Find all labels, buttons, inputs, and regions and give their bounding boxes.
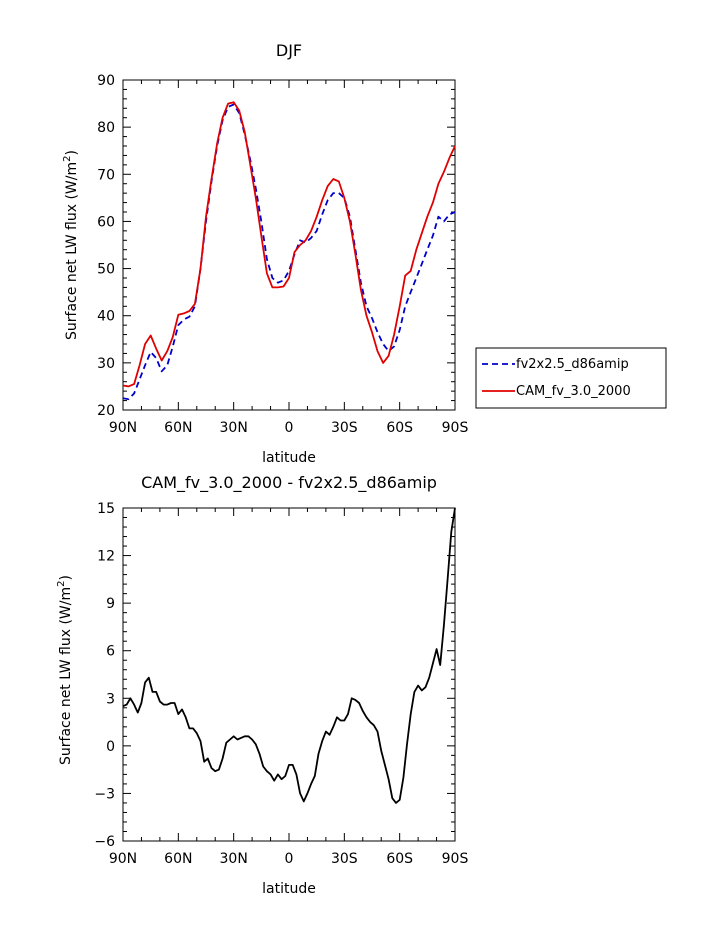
top-y-tick-label: 60 (97, 214, 115, 230)
bottom-y-tick-label: −3 (94, 786, 115, 802)
legend-box (475, 347, 667, 409)
top-series-line-1 (122, 103, 456, 401)
top-series-group (122, 101, 456, 401)
top-y-tick-label: 40 (97, 309, 115, 325)
top-y-axis-title: Surface net LW flux (W/m2) (62, 150, 80, 340)
bottom-y-tick-label: 9 (106, 596, 115, 612)
top-y-tick-label: 20 (97, 403, 115, 419)
bottom-chart-title: CAM_fv_3.0_2000 - fv2x2.5_d86amip (141, 473, 437, 493)
top-x-tick-label: 0 (285, 420, 294, 436)
top-x-tick-label: 90S (442, 420, 469, 436)
top-y-axis-title-superscript: 2 (62, 155, 73, 161)
bottom-y-tick-label: 15 (97, 501, 115, 517)
top-chart-title: DJF (276, 41, 302, 60)
bottom-plot-frame (122, 507, 456, 842)
top-y-tick-label: 90 (97, 73, 115, 89)
bottom-x-tick-label: 30S (331, 851, 358, 867)
top-x-tick-label: 30S (331, 420, 358, 436)
bottom-panel: CAM_fv_3.0_2000 - fv2x2.5_d86amip 90N 60N… (56, 473, 468, 897)
top-y-tick-label: 70 (97, 167, 115, 183)
bottom-y-tick-label: −6 (94, 834, 115, 850)
legend-label-fv2x2.5: fv2x2.5_d86amip (516, 357, 629, 372)
top-y-tick-label: 80 (97, 120, 115, 136)
bottom-series-line-1 (122, 507, 456, 804)
bottom-y-axis-title: Surface net LW flux (W/m2) (56, 575, 74, 765)
top-panel: DJF 90N 60N 30N 0 30S 60S 90S2030405060708090 … (62, 41, 667, 466)
bottom-x-tick-label: 60S (386, 851, 413, 867)
top-plot-frame (122, 79, 456, 411)
legend-label-cam-fv: CAM_fv_3.0_2000 (516, 384, 631, 399)
bottom-x-tick-label: 60N (164, 851, 192, 867)
bottom-ticks: 90N 60N 30N 0 30S 60S 90S −6 −3 0 3 6 9 12 15 (94, 501, 468, 867)
bottom-y-tick-label: 0 (106, 739, 115, 755)
bottom-y-tick-label: 3 (106, 691, 115, 707)
legend: fv2x2.5_d86amip CAM_fv_3.0_2000 (475, 347, 667, 409)
top-series-line-2 (122, 101, 456, 388)
bottom-y-tick-label: 12 (97, 549, 115, 565)
top-y-tick-label: 50 (97, 262, 115, 278)
top-y-axis-title-close: ) (64, 150, 80, 155)
bottom-y-tick-label: 6 (106, 644, 115, 660)
bottom-x-axis-title: latitude (262, 881, 316, 897)
top-x-tick-label: 30N (220, 420, 248, 436)
bottom-y-axis-title-main: Surface net LW flux (W/m (58, 587, 74, 765)
bottom-x-tick-label: 30N (220, 851, 248, 867)
bottom-x-tick-label: 0 (285, 851, 294, 867)
top-x-tick-label: 90N (109, 420, 137, 436)
bottom-x-tick-label: 90N (109, 851, 137, 867)
bottom-series-group (122, 507, 456, 804)
bottom-x-tick-label: 90S (442, 851, 469, 867)
bottom-y-axis-title-superscript: 2 (56, 580, 67, 586)
bottom-y-axis-title-close: ) (58, 575, 74, 580)
top-y-tick-label: 30 (97, 356, 115, 372)
top-x-axis-title: latitude (262, 450, 316, 466)
top-x-tick-label: 60N (164, 420, 192, 436)
top-x-tick-label: 60S (386, 420, 413, 436)
top-y-axis-title-main: Surface net LW flux (W/m (64, 162, 80, 340)
top-ticks: 90N 60N 30N 0 30S 60S 90S 20 30 40 50 60 70 80 90 (97, 73, 468, 436)
